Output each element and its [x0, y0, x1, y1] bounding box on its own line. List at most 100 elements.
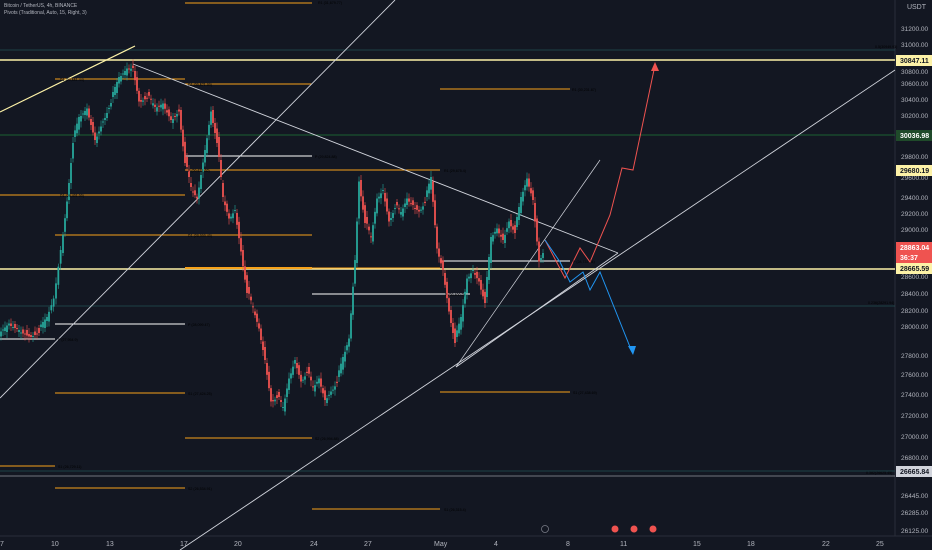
candle-body [320, 378, 322, 387]
candle-body [534, 203, 536, 222]
candle-body [50, 305, 53, 311]
candle-body [84, 111, 86, 115]
candle-body [68, 183, 70, 200]
candle-body [190, 183, 192, 187]
level-label: R1 (30,231.87) [572, 88, 596, 92]
price-tick: 29200.00 [901, 211, 928, 218]
price-tick: 27000.00 [901, 434, 928, 441]
candle-body [408, 198, 410, 202]
candle-body [444, 273, 446, 285]
candle-body [178, 109, 180, 112]
candle-body [400, 212, 402, 215]
price-axis[interactable]: 31200.00 31000.00 30800.00 30600.00 3040… [901, 26, 928, 535]
level-label: P (28,400.2) [445, 293, 465, 297]
candle-body [378, 196, 380, 199]
candle-body [55, 283, 57, 299]
candle-body [150, 98, 152, 100]
candle-body [12, 327, 14, 328]
candle-body [456, 330, 458, 337]
candle-body [430, 177, 432, 190]
candle-body [342, 357, 344, 370]
date-tick: 11 [620, 541, 627, 548]
candle-body [406, 198, 408, 205]
date-tick: 7 [0, 541, 4, 548]
candle-body [92, 122, 94, 133]
candle-body [220, 160, 222, 177]
price-tag: 29680.19 [900, 168, 929, 175]
candle-body [432, 181, 434, 202]
candle-body [206, 138, 208, 153]
candle-body [20, 332, 22, 334]
candle-body [396, 202, 398, 206]
candle-body [224, 201, 226, 206]
symbol-title[interactable]: Bitcoin / TetherUS, 4h, BINANCE [4, 3, 78, 9]
candle-body [384, 193, 386, 202]
candle-body [244, 266, 246, 280]
candle-body [518, 207, 520, 220]
candle-body [126, 68, 128, 76]
candle-body [428, 183, 430, 194]
candle-body [270, 388, 272, 402]
candle-body [248, 287, 250, 294]
price-tick: 28400.00 [901, 291, 928, 298]
candle-body [354, 260, 356, 284]
candle-body [540, 258, 542, 260]
candle-body [104, 118, 106, 120]
candle-body [14, 324, 16, 328]
candle-body [328, 394, 330, 396]
level-label: R1 (28,999.49) [188, 234, 212, 238]
candle-body [6, 325, 8, 332]
candle-body [372, 225, 374, 242]
candle-body [57, 266, 60, 285]
candle-body [364, 205, 366, 223]
price-tag: 26665.84 [900, 469, 929, 476]
candle-body [440, 258, 442, 264]
level-label: P (28,737.34) [573, 260, 595, 264]
candle-body [208, 124, 210, 136]
candle-body [236, 213, 238, 225]
candle-body [486, 277, 488, 297]
candle-body [116, 82, 118, 93]
candle-body [44, 319, 46, 328]
forecast-up-arrow[interactable] [544, 62, 659, 280]
candle-body [412, 200, 414, 205]
price-tag: 30036.98 [900, 133, 929, 140]
candle-body [144, 96, 146, 100]
candle-body [172, 119, 174, 123]
candle-body [0, 331, 2, 337]
candle-body [110, 103, 112, 107]
candle-body [266, 363, 268, 375]
level-label: S1 (27,438.69) [573, 391, 597, 395]
candle-body [120, 76, 122, 82]
trend-drawings[interactable] [0, 0, 896, 550]
candle-body [59, 250, 62, 264]
candle-body [446, 281, 448, 299]
candle-body [310, 376, 312, 381]
candle-body [498, 228, 500, 234]
candle-body [218, 137, 220, 157]
candle-body [360, 180, 362, 197]
candle-body [436, 226, 438, 249]
indicator-title[interactable]: Pivots (Traditional, Auto, 15, Right, 3) [4, 10, 87, 16]
candle-body [410, 203, 412, 205]
candle-body [426, 190, 428, 197]
candle-body [240, 238, 242, 252]
candle-body [316, 381, 318, 384]
candle-body [202, 162, 204, 172]
candle-body [370, 236, 372, 238]
candle-body [174, 116, 176, 117]
event-icons[interactable] [541, 525, 657, 533]
candle-body [200, 175, 202, 189]
candle-body [106, 113, 108, 118]
candle-body [450, 310, 452, 323]
candle-body [294, 360, 296, 364]
candle-body [522, 191, 524, 202]
price-tick: 27600.00 [901, 372, 928, 379]
date-axis[interactable]: 7 10 13 17 20 24 27 May 4 8 11 15 18 22 … [0, 541, 884, 548]
date-tick: 24 [310, 541, 318, 548]
forecast-down-arrow[interactable] [544, 239, 636, 355]
candle-body [254, 311, 256, 316]
price-tick: 29600.00 [901, 175, 928, 182]
price-tick: 30600.00 [901, 81, 928, 88]
